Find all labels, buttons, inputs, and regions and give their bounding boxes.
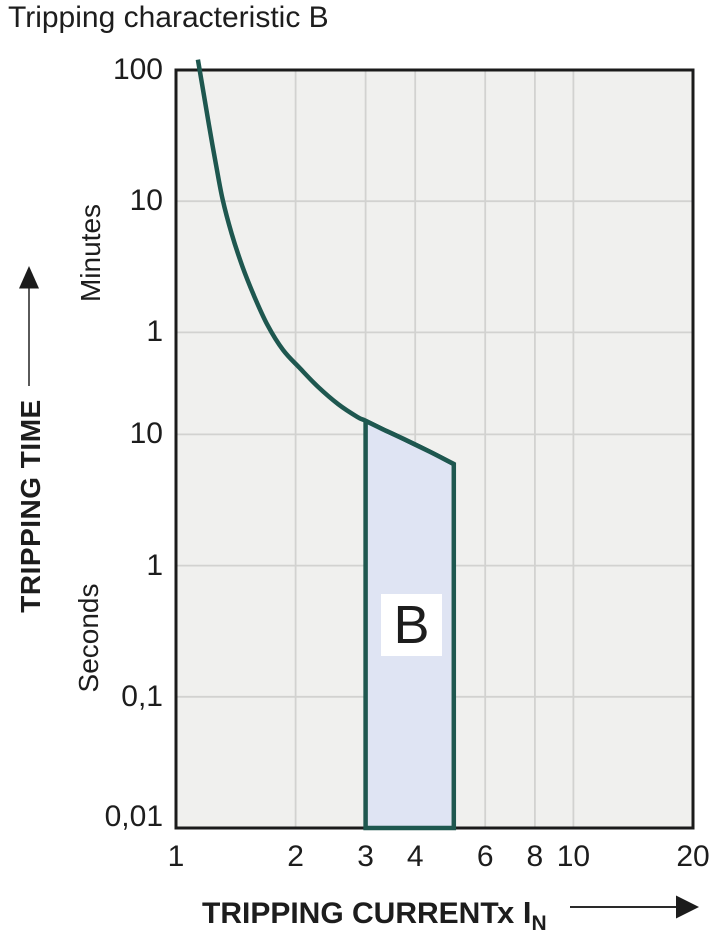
band-label: B bbox=[393, 595, 430, 655]
y-axis-unit-seconds: Seconds bbox=[73, 583, 104, 693]
chart-title: Tripping characteristic B bbox=[8, 1, 329, 34]
x-tick-label: 3 bbox=[357, 840, 374, 873]
x-axis-direction-arrow bbox=[570, 895, 699, 919]
y-tick-label: 10 bbox=[129, 184, 163, 218]
x-tick-label: 2 bbox=[287, 840, 304, 873]
band-label-box: B bbox=[381, 594, 442, 656]
y-tick-label: 1 bbox=[146, 548, 163, 582]
y-tick-label: 1 bbox=[146, 315, 163, 349]
y-tick-label: 0,1 bbox=[121, 679, 163, 713]
x-multiplier-subscript: N bbox=[531, 912, 547, 935]
tripping-limit-curve bbox=[195, 59, 455, 467]
x-tick-label: 10 bbox=[556, 840, 591, 873]
y-tick-label: 10 bbox=[129, 417, 163, 451]
x-tick-label: 4 bbox=[406, 840, 424, 873]
y-tick-label: 0,01 bbox=[104, 800, 163, 833]
x-tick-label: 1 bbox=[167, 840, 185, 873]
x-axis-title: TRIPPING CURRENT bbox=[202, 897, 499, 930]
right-arrowhead-icon bbox=[676, 895, 699, 919]
x-tick-label: 8 bbox=[526, 840, 544, 873]
plot-area bbox=[174, 59, 695, 831]
x-tick-label: 6 bbox=[476, 840, 494, 873]
x-axis-multiplier: x IN bbox=[497, 895, 547, 936]
up-arrowhead-icon bbox=[19, 266, 39, 289]
x-tick-label: 20 bbox=[676, 840, 710, 873]
x-multiplier-text: x I bbox=[497, 895, 532, 930]
y-axis-direction-arrow bbox=[19, 266, 39, 386]
y-tick-label: 100 bbox=[112, 53, 163, 86]
